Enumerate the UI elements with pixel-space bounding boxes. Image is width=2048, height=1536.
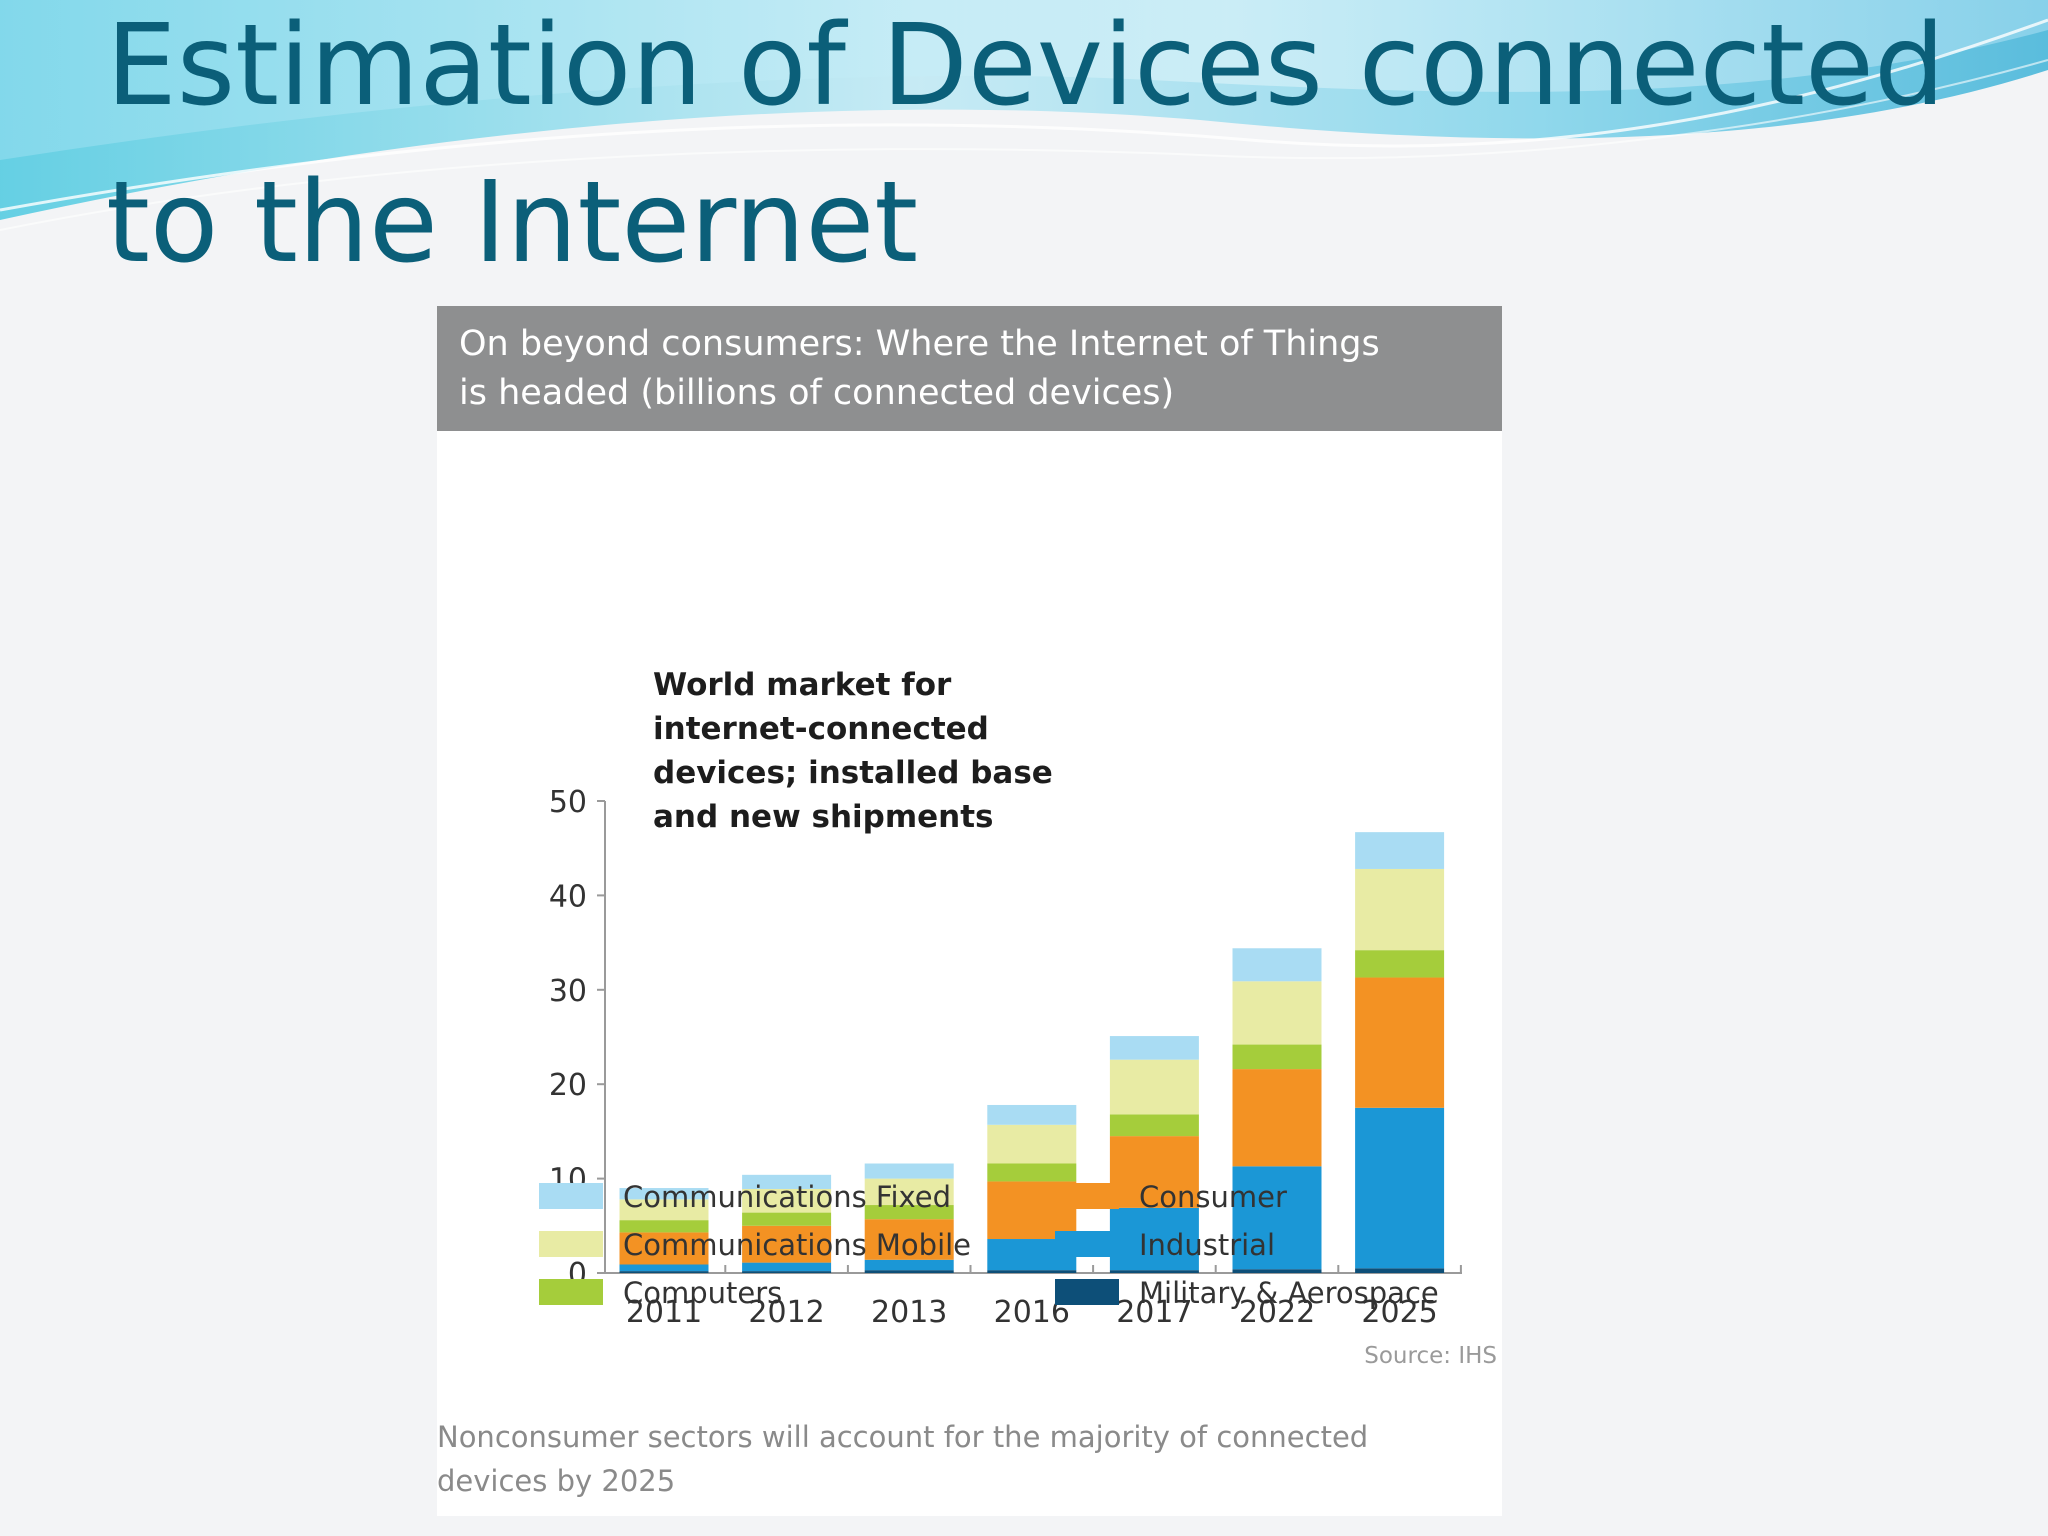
legend-swatch: [1055, 1183, 1119, 1209]
legend-label: Communications Fixed: [623, 1180, 951, 1214]
legend-label: Military & Aerospace: [1139, 1276, 1439, 1310]
x-tick-label: 2017: [1116, 1295, 1192, 1330]
bar-segment-industrial: [1232, 1166, 1322, 1270]
bar-segment-communications-mobile: [987, 1124, 1077, 1164]
bar-segment-military-aerospace: [742, 1271, 832, 1273]
bar-segment-computers: [1232, 1044, 1322, 1070]
bar-segment-computers: [1109, 1114, 1199, 1137]
bar-segment-communications-fixed: [742, 1174, 832, 1189]
bar-segment-military-aerospace: [619, 1271, 709, 1273]
bar-segment-computers: [619, 1220, 709, 1233]
chart-caption-line: Nonconsumer sectors will account for the…: [437, 1420, 1368, 1454]
bar-segment-industrial: [619, 1264, 709, 1272]
bar-segment-consumer: [742, 1225, 832, 1263]
chart-header-line-2: is headed (billions of connected devices…: [459, 373, 1175, 413]
legend-label: Communications Mobile: [623, 1228, 971, 1262]
bar-segment-communications-mobile: [1109, 1059, 1199, 1115]
slide-title-line-1: Estimation of Devices connected: [106, 1, 1946, 131]
bar-segment-industrial: [742, 1262, 832, 1272]
legend-swatch: [539, 1231, 603, 1257]
legend-swatch: [539, 1183, 603, 1209]
chart-caption-line: devices by 2025: [437, 1464, 675, 1498]
bar-segment-communications-mobile: [1232, 981, 1322, 1045]
chart-inner-title-line: internet-connected: [653, 711, 989, 747]
chart-header-line-1: On beyond consumers: Where the Internet …: [459, 324, 1380, 364]
bar-segment-communications-mobile: [742, 1188, 832, 1213]
x-tick-label: 2013: [871, 1295, 947, 1330]
legend-swatch: [1055, 1231, 1119, 1257]
legend-swatch: [1055, 1279, 1119, 1305]
bar-segment-consumer: [864, 1219, 954, 1260]
chart-inner-title-line: World market for: [653, 667, 952, 703]
slide-title: Estimation of Devices connected to the I…: [106, 0, 2046, 302]
legend-label: Consumer: [1139, 1180, 1287, 1214]
chart-source: Source: IHS: [1364, 1343, 1497, 1369]
bar-segment-communications-fixed: [1109, 1036, 1199, 1060]
chart-inner-title-line: and new shipments: [653, 799, 994, 835]
bar-segment-communications-mobile: [864, 1178, 954, 1206]
header-wave-banner: [0, 0, 2048, 231]
bar-segment-military-aerospace: [1232, 1269, 1322, 1273]
bar-segment-communications-fixed: [987, 1104, 1077, 1125]
bar-segment-consumer: [1109, 1136, 1199, 1208]
chart-header: On beyond consumers: Where the Internet …: [437, 306, 1502, 431]
bar-segment-consumer: [619, 1232, 709, 1265]
bar-segment-communications-fixed: [864, 1163, 954, 1179]
y-tick-label: 50: [549, 785, 587, 820]
x-tick-label: 2011: [626, 1295, 702, 1330]
bar-segment-industrial: [1355, 1107, 1445, 1269]
legend-swatch: [539, 1279, 603, 1305]
bar-segment-military-aerospace: [1109, 1270, 1199, 1273]
legend-label: Computers: [623, 1276, 782, 1310]
bar-segment-military-aerospace: [864, 1270, 954, 1273]
bar-segment-communications-fixed: [1355, 832, 1445, 869]
chart-inner-title-line: devices; installed base: [653, 755, 1053, 791]
bar-segment-military-aerospace: [987, 1270, 1077, 1273]
bar-segment-computers: [864, 1205, 954, 1220]
bar-segment-computers: [742, 1212, 832, 1226]
legend-label: Industrial: [1139, 1228, 1275, 1262]
bar-segment-computers: [1355, 950, 1445, 978]
y-tick-label: 20: [549, 1068, 587, 1103]
bar-segment-communications-fixed: [1232, 948, 1322, 982]
y-tick-label: 40: [549, 879, 587, 914]
bar-segment-consumer: [1355, 977, 1445, 1108]
bar-segment-computers: [987, 1163, 1077, 1182]
bar-segment-communications-mobile: [619, 1199, 709, 1221]
x-tick-label: 2022: [1239, 1295, 1315, 1330]
bar-segment-communications-fixed: [619, 1188, 709, 1200]
bar-segment-consumer: [1232, 1069, 1322, 1167]
bar-segment-communications-mobile: [1355, 868, 1445, 951]
bar-segment-military-aerospace: [1355, 1268, 1445, 1273]
x-tick-label: 2025: [1361, 1295, 1437, 1330]
slide-title-line-2: to the Internet: [106, 158, 919, 288]
x-tick-label: 2012: [748, 1295, 824, 1330]
bar-segment-industrial: [1109, 1207, 1199, 1271]
bar-segment-industrial: [864, 1259, 954, 1271]
chart-card: On beyond consumers: Where the Internet …: [437, 306, 1502, 1516]
y-tick-label: 30: [549, 974, 587, 1009]
